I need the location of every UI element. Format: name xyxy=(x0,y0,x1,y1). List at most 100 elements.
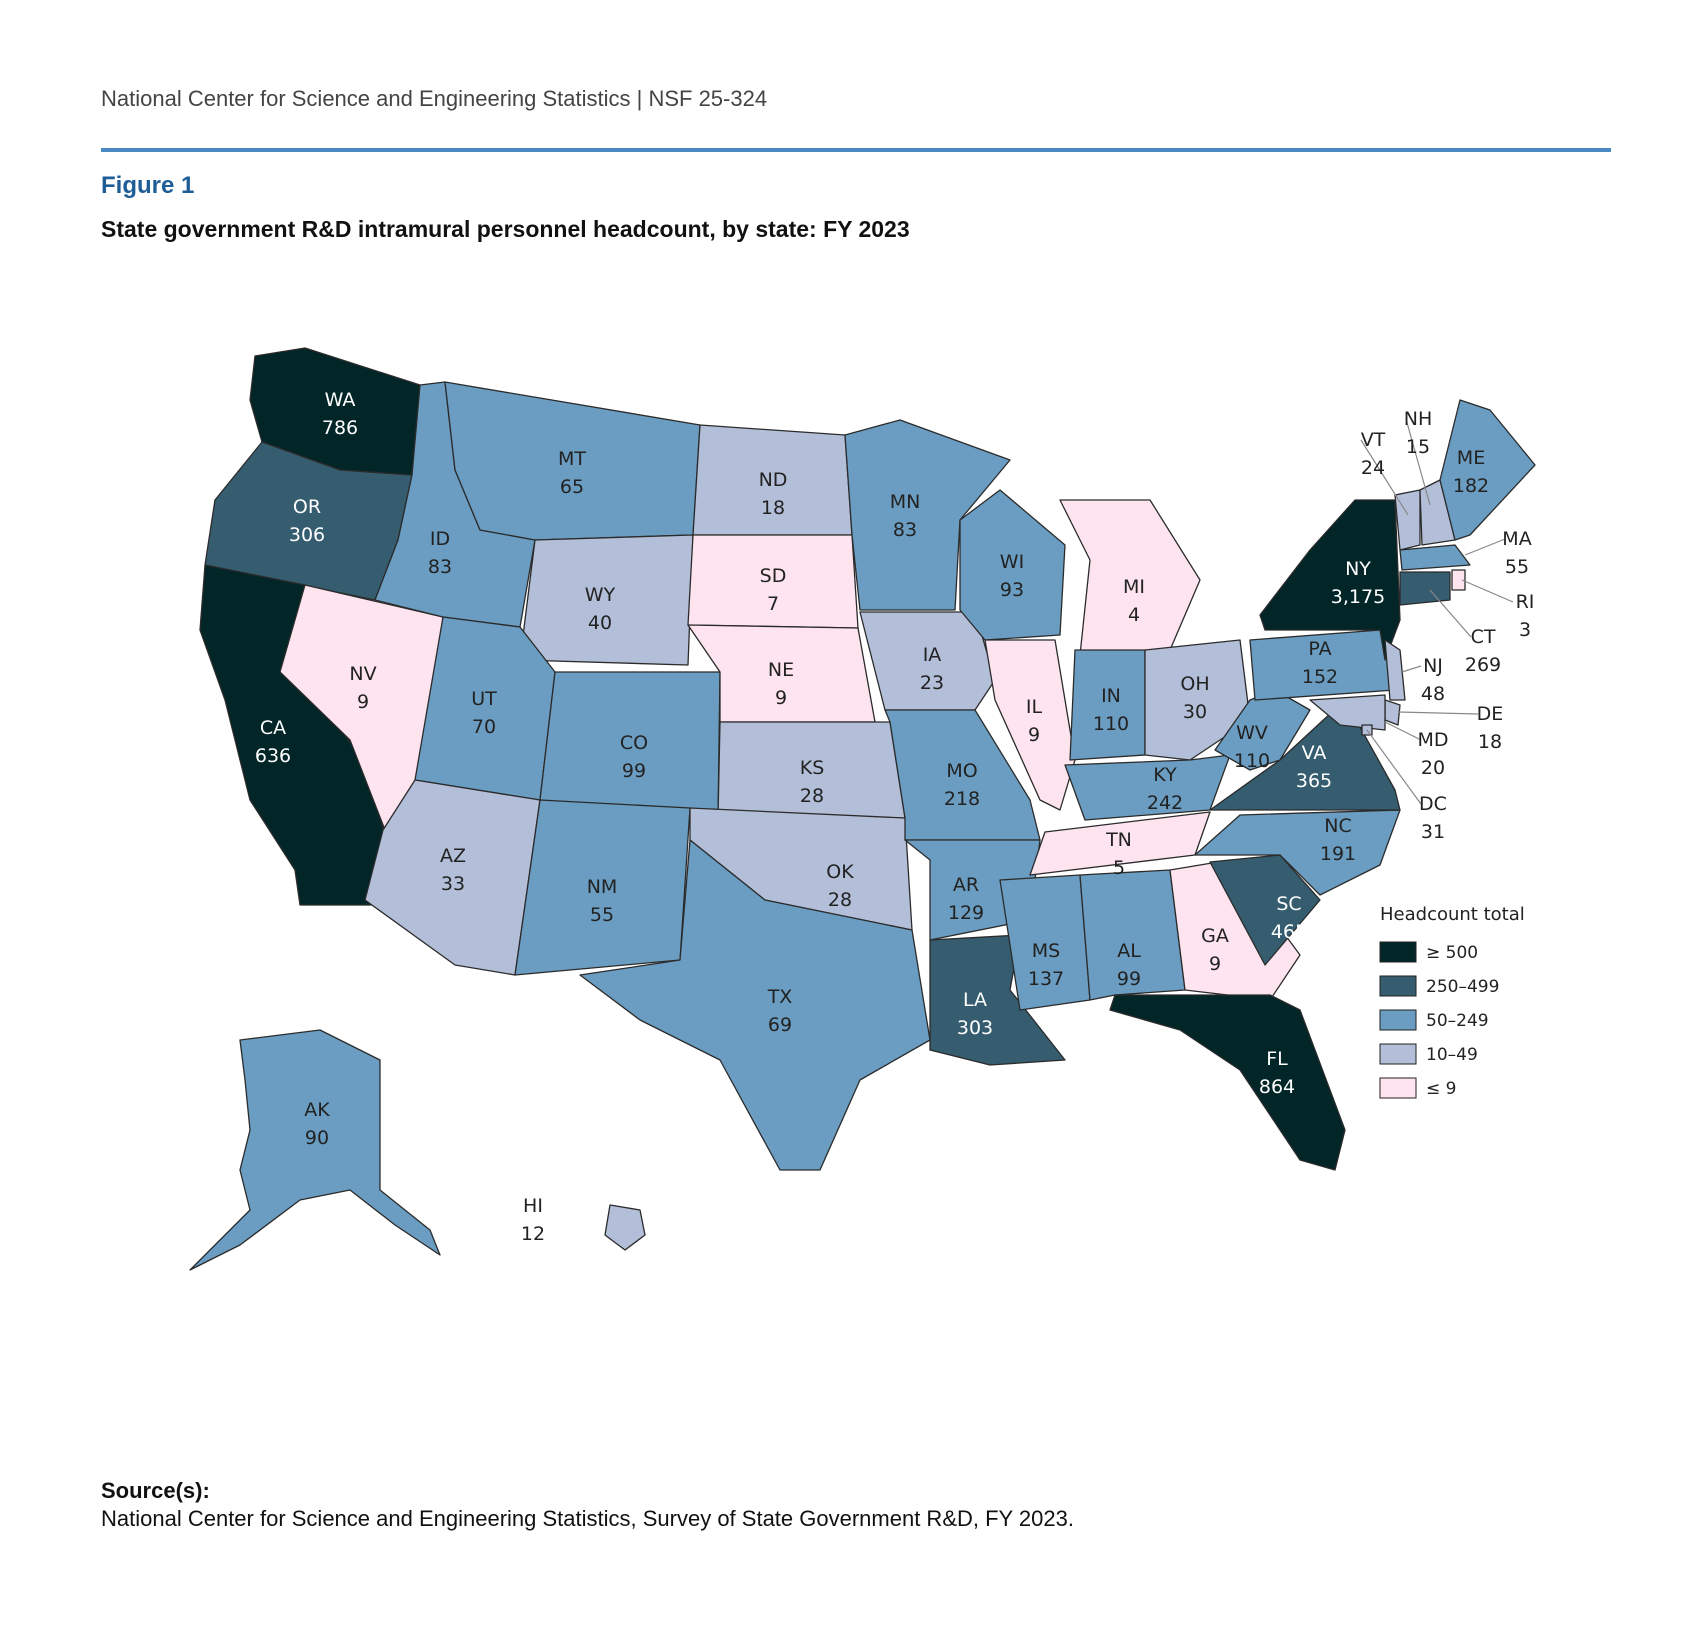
state-ia xyxy=(859,611,996,711)
callout-line-ct xyxy=(1429,589,1472,638)
state-al xyxy=(1079,869,1186,1001)
state-value-label-mo: 218 xyxy=(944,788,980,810)
state-value-label-de: 18 xyxy=(1478,731,1502,753)
state-abbr-label-wa: WA xyxy=(325,389,356,411)
state-value-label-nm: 55 xyxy=(590,904,614,926)
state-abbr-label-id: ID xyxy=(430,528,450,550)
state-abbr-label-wv: WV xyxy=(1236,722,1268,744)
state-abbr-label-in: IN xyxy=(1101,685,1121,707)
state-abbr-label-tx: TX xyxy=(767,986,793,1008)
state-value-label-fl: 864 xyxy=(1259,1076,1295,1098)
state-abbr-label-mt: MT xyxy=(558,448,586,470)
state-value-label-in: 110 xyxy=(1093,713,1129,735)
state-de xyxy=(1384,699,1401,726)
state-value-label-az: 33 xyxy=(441,873,465,895)
callout-line-md xyxy=(1384,721,1422,741)
state-value-label-ri: 3 xyxy=(1519,619,1531,641)
callout-line-vt xyxy=(1360,439,1409,516)
state-value-label-md: 20 xyxy=(1421,757,1445,779)
state-value-label-nj: 48 xyxy=(1421,683,1445,705)
legend-item-label: ≥ 500 xyxy=(1426,943,1478,963)
state-abbr-label-ks: KS xyxy=(800,757,825,779)
callout-line-de xyxy=(1397,711,1479,715)
state-value-label-or: 306 xyxy=(289,524,325,546)
state-abbr-label-ri: RI xyxy=(1516,591,1535,613)
state-wv xyxy=(1214,689,1311,771)
state-value-label-mt: 65 xyxy=(560,476,584,498)
state-abbr-label-fl: FL xyxy=(1266,1048,1288,1070)
state-wi xyxy=(959,489,1066,641)
state-value-label-ca: 636 xyxy=(255,745,291,767)
figure-title: State government R&D intramural personne… xyxy=(101,216,910,242)
state-abbr-label-sd: SD xyxy=(760,565,787,587)
state-abbr-label-nj: NJ xyxy=(1423,655,1443,677)
state-value-label-co: 99 xyxy=(622,760,646,782)
legend-swatch xyxy=(1379,1077,1417,1099)
state-value-label-tx: 69 xyxy=(768,1014,792,1036)
state-value-label-ct: 269 xyxy=(1465,654,1501,676)
state-value-label-la: 303 xyxy=(957,1017,993,1039)
state-value-label-pa: 152 xyxy=(1302,666,1338,688)
state-ny xyxy=(1259,499,1401,661)
state-ak xyxy=(189,1029,441,1271)
legend-item-label: 250–499 xyxy=(1426,977,1499,997)
state-ma xyxy=(1399,544,1471,571)
callout-line-ma xyxy=(1464,538,1506,556)
state-abbr-label-il: IL xyxy=(1026,696,1043,718)
state-value-label-ok: 28 xyxy=(828,889,852,911)
state-abbr-label-nv: NV xyxy=(349,663,376,685)
state-abbr-label-nd: ND xyxy=(759,469,788,491)
legend-item-label: 50–249 xyxy=(1426,1011,1489,1031)
state-value-label-mi: 4 xyxy=(1128,604,1140,626)
state-abbr-label-me: ME xyxy=(1457,447,1485,469)
report-header: National Center for Science and Engineer… xyxy=(101,86,768,111)
state-tx xyxy=(579,839,931,1171)
state-abbr-label-md: MD xyxy=(1417,729,1448,751)
state-hi xyxy=(604,1204,646,1251)
callout-line-nh xyxy=(1405,418,1431,506)
state-value-label-mn: 83 xyxy=(893,519,917,541)
state-abbr-label-de: DE xyxy=(1477,703,1504,725)
state-abbr-label-az: AZ xyxy=(440,845,466,867)
state-abbr-label-ny: NY xyxy=(1345,558,1371,580)
state-vt xyxy=(1394,489,1421,551)
legend-item-label: ≤ 9 xyxy=(1426,1079,1456,1099)
state-value-label-nd: 18 xyxy=(761,497,785,519)
callout-line-ri xyxy=(1461,579,1514,603)
state-abbr-label-sc: SC xyxy=(1276,893,1301,915)
state-abbr-label-ne: NE xyxy=(768,659,794,681)
source-label: Source(s): xyxy=(101,1478,210,1503)
state-value-label-me: 182 xyxy=(1453,475,1489,497)
state-oh xyxy=(1144,639,1251,761)
state-abbr-label-ky: KY xyxy=(1153,764,1177,786)
state-value-label-ks: 28 xyxy=(800,785,824,807)
state-abbr-label-dc: DC xyxy=(1419,793,1447,815)
state-mn xyxy=(844,419,1011,611)
state-value-label-ak: 90 xyxy=(305,1127,329,1149)
state-value-label-nc: 191 xyxy=(1320,843,1356,865)
state-ky xyxy=(1064,754,1231,821)
state-value-label-wy: 40 xyxy=(588,612,612,634)
state-abbr-label-la: LA xyxy=(963,989,987,1011)
state-abbr-label-ga: GA xyxy=(1201,925,1229,947)
state-abbr-label-nh: NH xyxy=(1404,408,1433,430)
state-abbr-label-ar: AR xyxy=(953,874,979,896)
state-md xyxy=(1309,694,1386,731)
state-ct xyxy=(1399,571,1451,606)
state-abbr-label-ak: AK xyxy=(304,1099,330,1121)
state-abbr-label-nc: NC xyxy=(1324,815,1351,837)
header-divider xyxy=(101,148,1611,152)
state-abbr-label-vt: VT xyxy=(1361,429,1386,451)
state-value-label-ny: 3,175 xyxy=(1331,586,1385,608)
state-value-label-va: 365 xyxy=(1296,770,1332,792)
legend-swatch xyxy=(1379,1009,1417,1031)
state-abbr-label-pa: PA xyxy=(1308,638,1331,660)
state-value-label-al: 99 xyxy=(1117,968,1141,990)
state-abbr-label-al: AL xyxy=(1117,940,1141,962)
state-abbr-label-ms: MS xyxy=(1032,940,1060,962)
state-value-label-vt: 24 xyxy=(1361,457,1385,479)
state-value-label-ia: 23 xyxy=(920,672,944,694)
legend-swatch xyxy=(1379,1043,1417,1065)
state-value-label-sc: 465 xyxy=(1271,921,1307,943)
